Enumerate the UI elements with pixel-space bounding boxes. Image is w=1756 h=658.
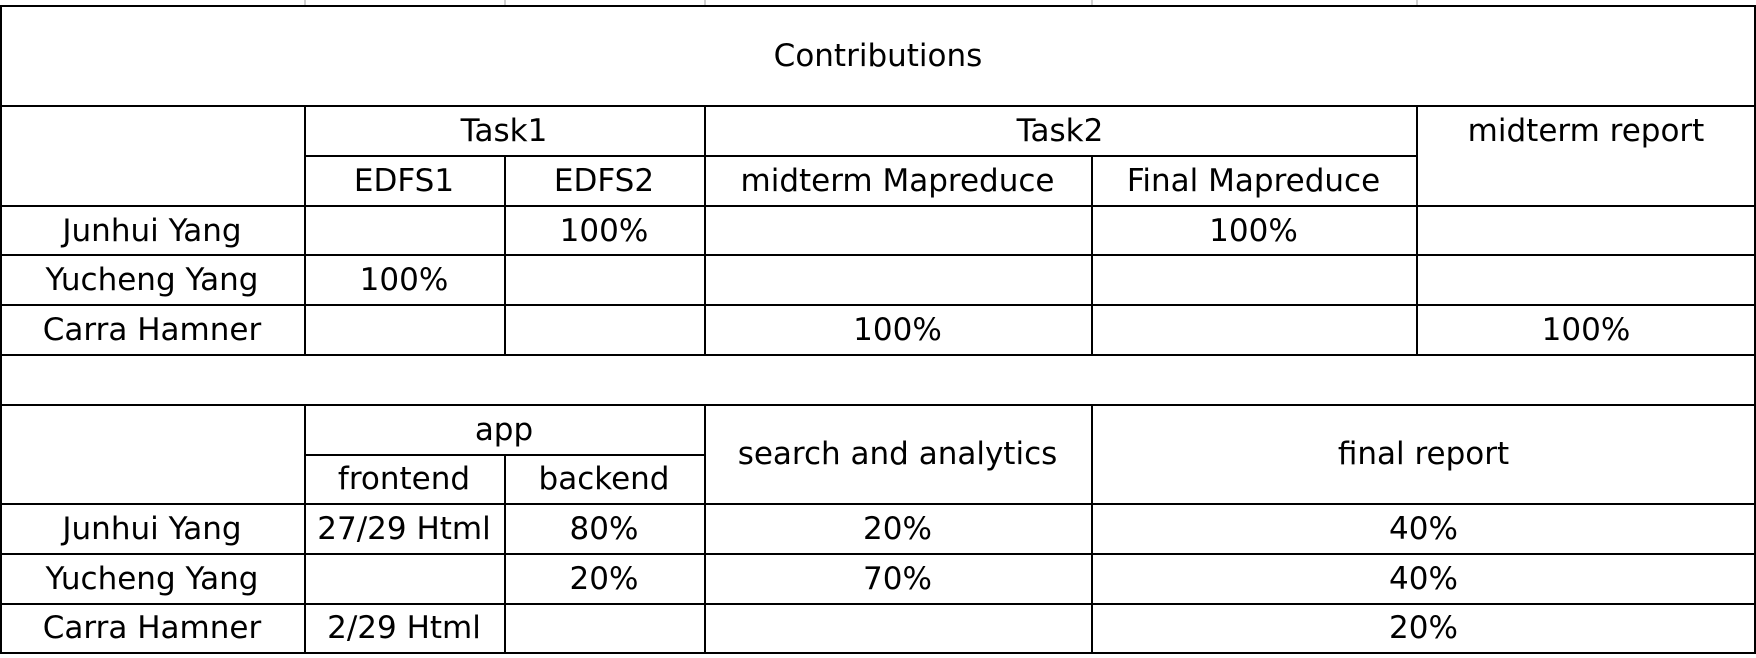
border: [704, 105, 706, 356]
border: [0, 254, 1756, 256]
border: [304, 404, 306, 654]
cell-final-mapreduce: 100%: [1209, 212, 1298, 249]
cell-edfs2: [504, 256, 704, 304]
border: [0, 503, 1756, 505]
cell-frontend: [304, 555, 504, 603]
header-edfs2: EDFS2: [553, 162, 655, 199]
header-frontend: frontend: [337, 461, 471, 497]
border: [1754, 5, 1756, 654]
border: [0, 603, 1756, 605]
border: [0, 304, 1756, 306]
col-stub: [704, 0, 706, 6]
cell-final-report: 20%: [1389, 610, 1458, 646]
border: [1091, 404, 1093, 654]
border: [504, 454, 506, 654]
border: [1091, 155, 1093, 356]
row-name: Junhui Yang: [62, 510, 242, 547]
header-midterm-mapreduce: midterm Mapreduce: [740, 162, 1055, 199]
cell-search-analytics: 20%: [863, 510, 932, 547]
border: [0, 553, 1756, 555]
col-stub: [1416, 0, 1418, 6]
sheet-title: Contributions: [773, 37, 983, 74]
header-final-report: final report: [1337, 436, 1510, 472]
cell-backend: 80%: [569, 510, 639, 547]
border: [0, 105, 1756, 107]
border: [0, 205, 1756, 207]
cell-backend: [504, 605, 704, 652]
cell-edfs2: [504, 306, 704, 354]
cell-search-analytics: 70%: [863, 560, 932, 597]
header-edfs1: EDFS1: [353, 162, 455, 199]
border: [1416, 105, 1418, 356]
cell-final-mapreduce: [1091, 256, 1416, 304]
border: [504, 155, 506, 356]
header-final-mapreduce: Final Mapreduce: [1126, 162, 1381, 199]
cell-frontend: 27/29 Html: [317, 510, 491, 547]
row-name: Carra Hamner: [42, 311, 262, 348]
border: [0, 404, 1756, 406]
col-stub: [1091, 0, 1093, 6]
cell-midterm-report: [1416, 256, 1756, 304]
header-backend: backend: [538, 461, 670, 497]
row-name: Yucheng Yang: [45, 261, 259, 298]
cell-final-mapreduce: [1091, 306, 1416, 354]
header-midterm-report: midterm report: [1467, 112, 1705, 149]
cell-midterm-mapreduce: 100%: [853, 311, 942, 348]
cell-frontend: 2/29 Html: [327, 610, 481, 646]
border: [0, 5, 2, 654]
cell-final-report: 40%: [1389, 560, 1458, 597]
border: [304, 155, 1416, 157]
header-app: app: [474, 411, 534, 448]
col-stub: [304, 0, 306, 6]
cell-midterm-report: [1416, 207, 1756, 255]
header-task1: Task1: [460, 112, 548, 149]
header-task2: Task2: [1016, 112, 1104, 149]
cell-search-analytics: [704, 605, 1091, 652]
header-search-analytics: search and analytics: [737, 436, 1058, 472]
row-name: Junhui Yang: [62, 212, 242, 249]
col-stub: [504, 0, 506, 6]
border: [304, 105, 306, 356]
cell-edfs1: [304, 306, 504, 354]
cell-edfs1: [304, 207, 504, 255]
cell-final-report: 40%: [1389, 510, 1458, 547]
row-name: Carra Hamner: [42, 610, 262, 646]
border: [0, 5, 1756, 7]
cell-midterm-report: 100%: [1541, 311, 1631, 348]
cell-midterm-mapreduce: [704, 256, 1091, 304]
cell-edfs1: 100%: [359, 261, 449, 298]
row-name: Yucheng Yang: [45, 560, 259, 597]
cell-edfs2: 100%: [559, 212, 649, 249]
border: [0, 652, 1756, 654]
border: [0, 354, 1756, 356]
cell-backend: 20%: [569, 560, 639, 597]
border: [704, 404, 706, 654]
cell-midterm-mapreduce: [704, 207, 1091, 255]
